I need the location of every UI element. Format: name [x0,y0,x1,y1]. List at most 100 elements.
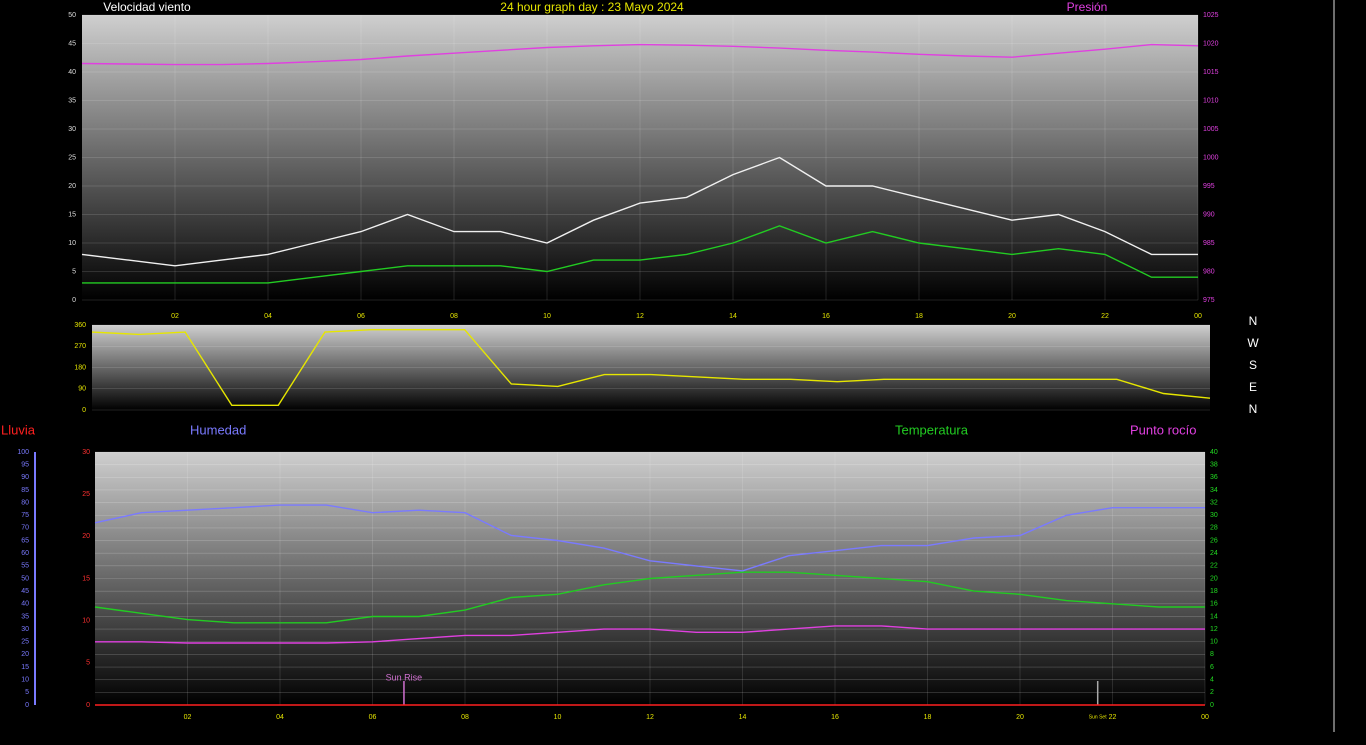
x-tick-label: 18 [915,313,923,320]
y3-tick-label: 25 [21,639,29,646]
y2-tick-label: 975 [1203,297,1215,304]
y2-tick-label: 6 [1210,664,1214,671]
y2-tick-label: 38 [1210,461,1218,468]
y-tick-label: 0 [72,297,76,304]
chart-title: 24 hour graph day : 23 Mayo 2024 [500,0,684,14]
y3-tick-label: 85 [21,487,29,494]
y2-tick-label: 24 [1210,550,1218,557]
plot-area [92,325,1210,410]
y-tick-label: 0 [86,702,90,709]
y2-tick-label: 36 [1210,474,1218,481]
x-tick-label: 10 [543,313,551,320]
x-tick-label: 22 [1101,313,1109,320]
y2-tick-label: 995 [1203,183,1215,190]
y-tick-label: 10 [68,240,76,247]
legend-label: Temperatura [895,422,969,437]
direction-label: N [1249,402,1258,416]
y3-tick-label: 90 [21,474,29,481]
x-tick-label: 18 [924,714,932,721]
y3-tick-label: 5 [25,689,29,696]
y-tick-label: 40 [68,69,76,76]
direction-label: E [1249,380,1257,394]
y-tick-label: 0 [82,407,86,414]
x-tick-label: 14 [729,313,737,320]
y2-tick-label: 10 [1210,639,1218,646]
legend-label: Lluvia [1,422,36,437]
series-line [94,504,1205,572]
direction-label: N [1249,314,1258,328]
x-tick-label: 20 [1008,313,1016,320]
y2-tick-label: 1010 [1203,97,1219,104]
legend-label: Punto rocío [1130,422,1197,437]
x-tick-label: 04 [276,714,284,721]
y-tick-label: 360 [74,322,86,329]
y-tick-label: 10 [82,618,90,625]
series-line [81,43,1199,66]
y-tick-label: 25 [82,491,90,498]
y-tick-label: 5 [86,660,90,667]
y2-tick-label: 985 [1203,240,1215,247]
x-tick-label: 02 [171,313,179,320]
y2-tick-label: 4 [1210,677,1214,684]
y3-tick-label: 20 [21,651,29,658]
series-line [82,225,1198,284]
y-tick-label: 5 [72,268,76,275]
x-tick-label: 04 [264,313,272,320]
y2-tick-label: 40 [1210,449,1218,456]
x-tick-label: 08 [461,714,469,721]
y2-tick-label: 20 [1210,575,1218,582]
y-tick-label: 15 [82,575,90,582]
y-tick-label: 15 [68,211,76,218]
direction-label: W [1247,336,1259,350]
plot-area [82,15,1198,300]
y3-tick-label: 55 [21,563,29,570]
y2-tick-label: 32 [1210,499,1218,506]
y3-tick-label: 100 [17,449,29,456]
sun-label: Sun Set [1089,714,1107,720]
x-tick-label: 00 [1194,313,1202,320]
series-line [81,156,1198,267]
legend-label: Humedad [190,422,246,437]
y2-tick-label: 1000 [1203,154,1219,161]
sun-label: Sun Rise [386,672,423,682]
y-tick-label: 45 [68,40,76,47]
x-tick-label: 06 [357,313,365,320]
y-axis-label: Velocidad viento [103,0,191,14]
x-tick-label: 02 [184,714,192,721]
y2-tick-label: 12 [1210,626,1218,633]
y3-tick-label: 50 [21,575,29,582]
y-tick-label: 30 [68,126,76,133]
x-tick-label: 12 [636,313,644,320]
y3-tick-label: 30 [21,626,29,633]
y3-tick-label: 80 [21,499,29,506]
y-tick-label: 20 [68,183,76,190]
y2-tick-label: 14 [1210,613,1218,620]
x-tick-label: 20 [1016,714,1024,721]
y2-tick-label: 1025 [1203,12,1219,19]
y2-tick-label: 1020 [1203,40,1219,47]
y2-tick-label: 22 [1210,563,1218,570]
y2-tick-label: 1015 [1203,69,1219,76]
x-tick-label: 10 [554,714,562,721]
y3-tick-label: 70 [21,525,29,532]
y-tick-label: 30 [82,449,90,456]
y-tick-label: 90 [78,386,86,393]
y2-tick-label: 30 [1210,512,1218,519]
y2-tick-label: 28 [1210,525,1218,532]
series-line [91,329,1211,406]
y3-tick-label: 0 [25,702,29,709]
y3-tick-label: 65 [21,537,29,544]
y-tick-label: 25 [68,154,76,161]
y-tick-label: 35 [68,97,76,104]
y2-tick-label: 1005 [1203,126,1219,133]
y2-tick-label: 0 [1210,702,1214,709]
x-tick-label: 12 [646,714,654,721]
y2-tick-label: 8 [1210,651,1214,658]
x-tick-label: 16 [831,714,839,721]
y2-tick-label: 18 [1210,588,1218,595]
y2-tick-label: 980 [1203,268,1215,275]
y3-tick-label: 75 [21,512,29,519]
x-tick-label: 00 [1201,714,1209,721]
y3-tick-label: 45 [21,588,29,595]
